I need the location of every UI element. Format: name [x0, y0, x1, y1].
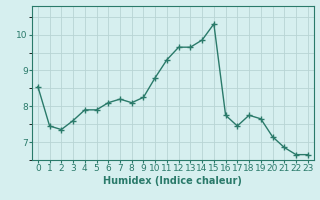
X-axis label: Humidex (Indice chaleur): Humidex (Indice chaleur)	[103, 176, 242, 186]
